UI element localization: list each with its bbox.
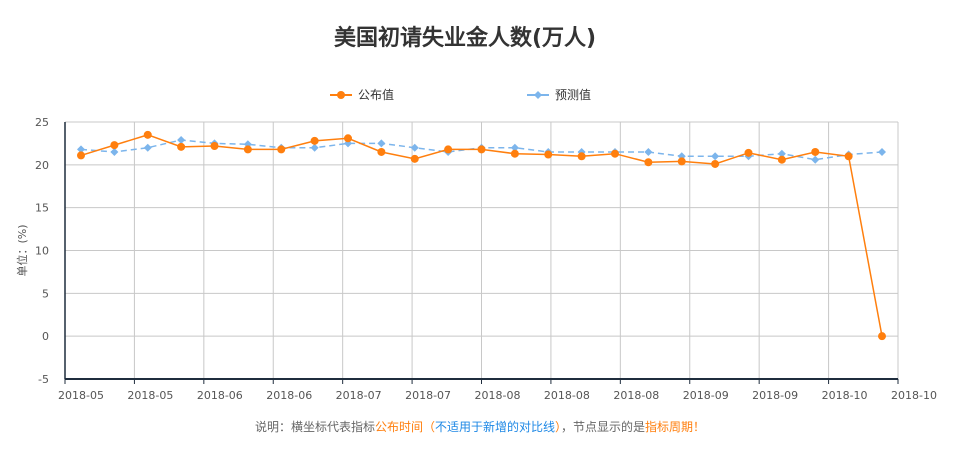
footnote-prefix: 说明：横坐标代表指标	[254, 420, 375, 434]
footnote-middle: ，节点显示的是	[561, 420, 646, 434]
x-tick-label: 2018-06	[197, 389, 243, 402]
published-point	[177, 142, 186, 151]
published-point	[410, 154, 419, 163]
forecast-point	[510, 143, 519, 152]
footnote-paren-close: ）	[555, 420, 562, 434]
footnote-highlight-not-applicable: 不适用于新增的对比线	[434, 420, 555, 434]
y-tick-label: 0	[42, 330, 49, 343]
y-tick-label: 25	[35, 116, 49, 129]
published-point	[611, 149, 619, 158]
x-tick-label: 2018-08	[544, 389, 590, 402]
forecast-point	[110, 147, 119, 156]
published-point	[878, 332, 886, 341]
legend-label-forecast: 预测值	[555, 88, 592, 102]
chart-footnote: 说明：横坐标代表指标公布时间（不适用于新增的对比线），节点显示的是指标周期！	[0, 418, 960, 435]
x-tick-label: 2018-05	[58, 389, 104, 402]
forecast-point	[878, 147, 886, 156]
forecast-point	[377, 139, 386, 148]
published-point	[577, 152, 586, 161]
published-point	[444, 145, 453, 154]
x-tick-label: 2018-05	[127, 389, 173, 402]
published-point	[377, 147, 386, 156]
tick-labels: -5 0 5 10 15 20 25 2018-05 2018-05 2018-06 2018-06…	[15, 116, 937, 402]
published-point	[277, 145, 286, 154]
published-point	[243, 145, 252, 154]
legend-item-forecast[interactable]: 预测值	[527, 86, 591, 103]
legend-label-published: 公布值	[358, 88, 395, 102]
footnote-highlight-period: 指标周期	[645, 420, 694, 434]
x-tick-label: 2018-08	[475, 389, 521, 402]
forecast-point	[811, 155, 820, 164]
published-point	[544, 150, 553, 159]
forecast-point	[577, 147, 586, 156]
grid-lines	[64, 121, 899, 379]
forecast-point	[410, 143, 419, 152]
x-tick-label: 2018-08	[613, 389, 659, 402]
forecast-point	[310, 143, 319, 152]
published-point	[744, 148, 753, 157]
published-point	[777, 155, 786, 164]
published-point	[711, 159, 720, 168]
forecast-point	[644, 147, 653, 156]
y-tick-label: 20	[35, 159, 49, 172]
x-tick-label: 2018-10	[891, 389, 937, 402]
x-tick-label: 2018-09	[683, 389, 729, 402]
footnote-paren-open: （	[422, 420, 435, 434]
forecast-point	[777, 149, 786, 158]
published-point	[77, 151, 85, 160]
forecast-point	[177, 135, 186, 144]
forecast-legend-marker	[527, 90, 549, 99]
published-point	[677, 157, 686, 166]
published-point	[844, 152, 853, 161]
series-lines	[77, 130, 886, 341]
published-point	[344, 134, 352, 143]
published-point	[510, 149, 519, 158]
footnote-suffix: ！	[693, 420, 706, 434]
published-point	[811, 147, 820, 156]
forecast-point	[711, 152, 720, 161]
published-point	[310, 136, 319, 145]
x-tick-label: 2018-07	[336, 389, 382, 402]
y-tick-label: 15	[35, 202, 49, 215]
published-point	[644, 158, 653, 167]
published-point	[477, 145, 486, 154]
published-point	[143, 130, 152, 139]
chart-title: 美国初请失业金人数(万人)	[333, 26, 597, 51]
axes	[64, 122, 899, 384]
published-point	[210, 141, 219, 150]
published-legend-marker	[330, 90, 352, 99]
y-tick-label: -5	[38, 373, 49, 386]
x-tick-label: 2018-06	[266, 389, 312, 402]
line-chart: -5 0 5 10 15 20 25 2018-05 2018-05 2018-06 2018-06…	[15, 116, 937, 402]
legend-item-published[interactable]: 公布值	[330, 86, 394, 103]
chart-legend: 公布值 预测值	[0, 86, 930, 106]
y-tick-label: 10	[35, 245, 49, 258]
x-tick-label: 2018-07	[405, 389, 451, 402]
published-point	[110, 141, 119, 150]
footnote-highlight-publish-time: 公布时间	[374, 420, 423, 434]
forecast-point	[77, 145, 85, 154]
forecast-point	[143, 143, 152, 152]
x-tick-label: 2018-09	[752, 389, 798, 402]
y-tick-label: 5	[42, 287, 49, 300]
y-axis-title: 单位：(%)	[15, 224, 29, 276]
x-tick-label: 2018-10	[822, 389, 868, 402]
